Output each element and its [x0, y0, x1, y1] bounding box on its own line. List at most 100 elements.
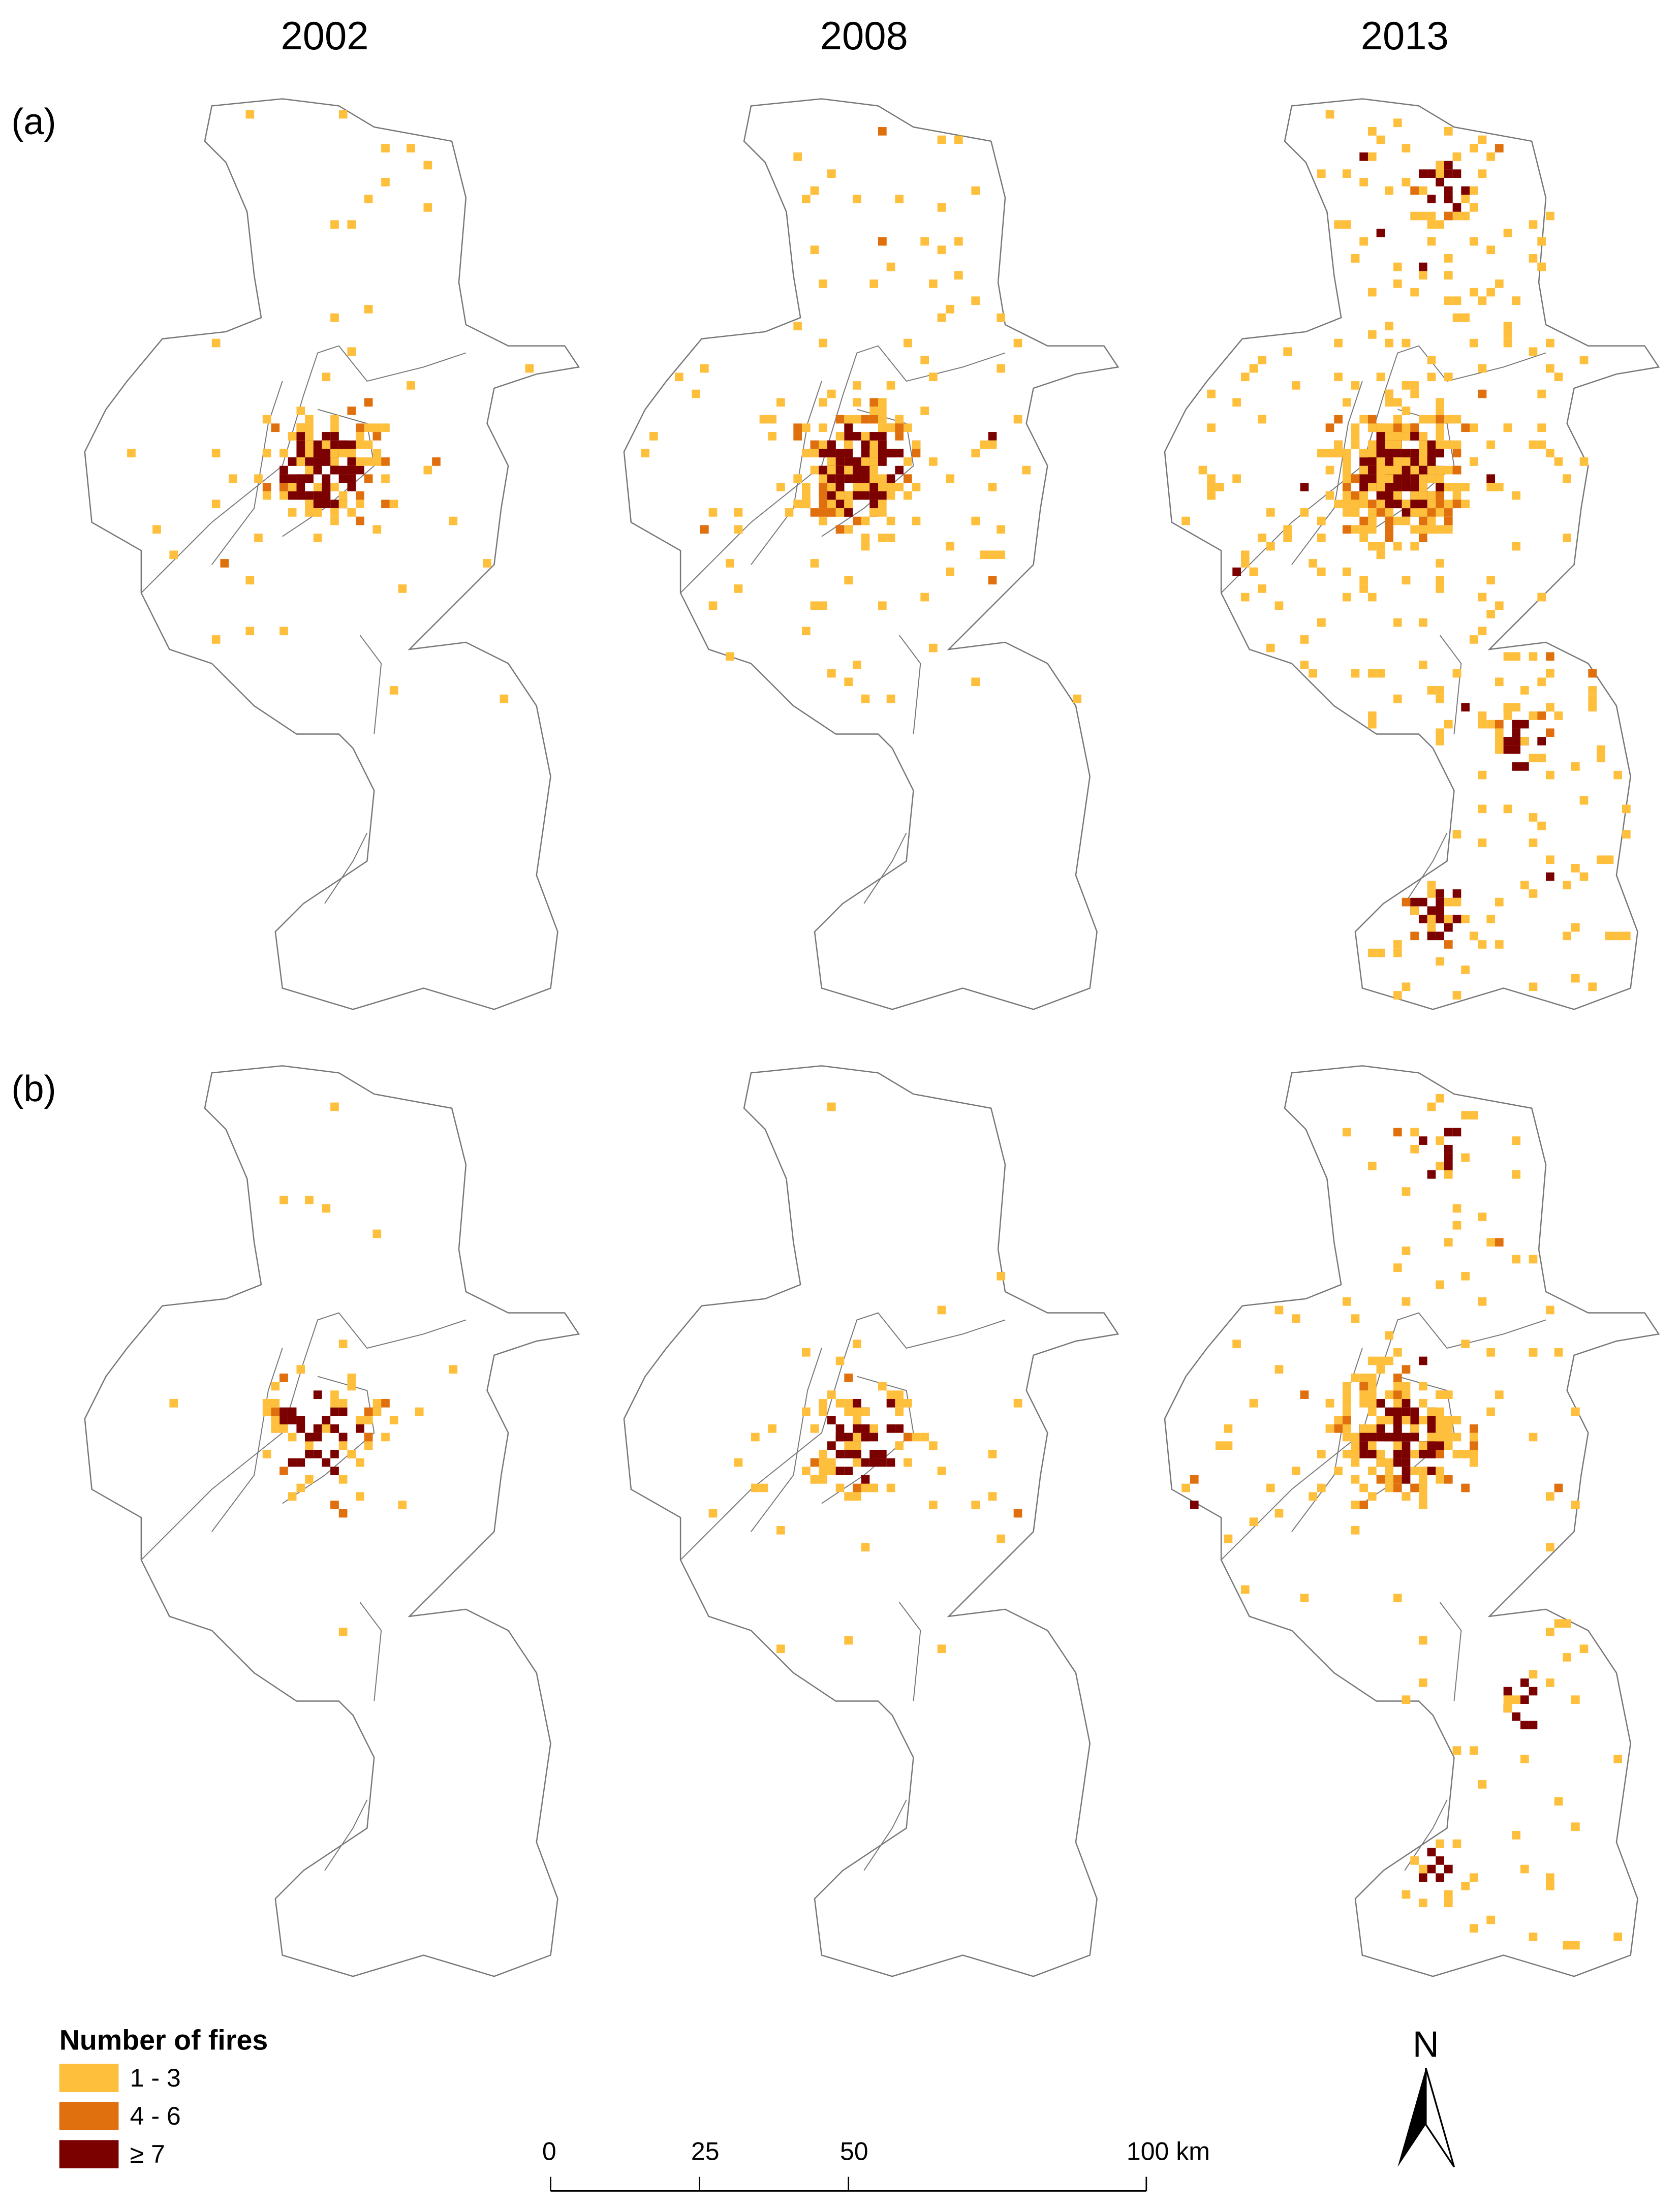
fire-cell — [869, 415, 879, 424]
fire-cell — [1436, 398, 1444, 407]
fire-cell — [1444, 440, 1453, 449]
fire-cell — [1376, 948, 1385, 957]
fire-cell — [449, 516, 458, 525]
fire-cell — [1469, 186, 1478, 195]
fire-cell — [1402, 1246, 1411, 1255]
fire-cell — [954, 237, 963, 246]
fire-cell — [878, 483, 887, 491]
map-panels — [84, 98, 1660, 1977]
fire-cell — [878, 1449, 887, 1458]
fire-cell — [895, 432, 904, 441]
fire-cell — [819, 449, 827, 458]
fire-cell — [1436, 584, 1444, 593]
fire-cell — [1444, 1433, 1453, 1442]
fire-cell — [1444, 1475, 1453, 1484]
fire-cell — [886, 694, 895, 703]
fire-cell — [1385, 474, 1393, 483]
fire-cell — [1300, 483, 1309, 491]
fire-cell — [1376, 229, 1385, 237]
fire-cell — [169, 1398, 178, 1408]
fire-cell — [330, 449, 339, 458]
fire-cell — [895, 483, 904, 491]
fire-cell — [853, 1416, 861, 1424]
fire-cell — [1444, 1424, 1453, 1433]
fire-cell — [279, 1416, 288, 1424]
fire-cell — [322, 440, 331, 449]
fire-cell — [254, 474, 263, 483]
fire-cell — [1402, 465, 1411, 475]
fire-cell — [1486, 245, 1495, 255]
fire-cell — [1359, 584, 1368, 593]
fire-cell — [1478, 296, 1487, 305]
fire-cell — [1402, 1492, 1411, 1501]
fire-cell — [971, 186, 980, 195]
fire-cell — [1418, 440, 1427, 449]
fire-cell — [1367, 669, 1377, 678]
fire-cell — [1545, 1305, 1554, 1315]
fire-cell — [288, 474, 297, 483]
fire-cell — [1385, 1390, 1393, 1399]
fire-cell — [1495, 728, 1504, 737]
fire-cell — [1207, 491, 1216, 500]
fire-cell — [1427, 686, 1436, 695]
fire-cell — [1427, 1441, 1436, 1450]
fire-cell — [1418, 1899, 1427, 1908]
fire-cell — [1520, 1864, 1529, 1874]
fire-cell — [1367, 1441, 1377, 1450]
fire-cell — [929, 457, 938, 466]
fire-cell — [904, 1433, 912, 1442]
fire-cell — [1224, 1534, 1233, 1543]
fire-cell — [305, 1449, 314, 1458]
fire-cell — [313, 534, 322, 542]
fire-cell — [853, 1458, 861, 1467]
map-panel — [84, 1065, 580, 1977]
fire-cell — [734, 584, 743, 593]
fire-cell — [776, 483, 785, 491]
fire-cell — [1240, 593, 1250, 602]
fire-cell — [1427, 516, 1436, 525]
fire-cell — [1529, 838, 1538, 847]
fire-cell — [1376, 449, 1385, 458]
fire-cell — [801, 449, 811, 458]
fire-cell — [296, 491, 305, 500]
fire-cell — [1436, 508, 1444, 517]
fire-cell — [819, 1458, 827, 1467]
fire-cell — [1367, 1424, 1377, 1433]
fire-cell — [827, 1390, 836, 1399]
fire-cell — [1563, 474, 1571, 483]
fire-cell — [1495, 144, 1504, 153]
fire-cell — [946, 305, 955, 314]
fire-cell — [785, 508, 794, 517]
fire-cell — [1402, 338, 1411, 348]
fire-cell — [296, 483, 305, 491]
fire-cell — [1351, 525, 1360, 534]
fire-cell — [1529, 347, 1538, 356]
fire-cell — [1461, 915, 1470, 923]
fire-cell — [1198, 465, 1207, 475]
fire-cell — [1393, 1398, 1402, 1408]
fire-cell — [305, 423, 314, 432]
fire-cell — [1427, 457, 1436, 466]
fire-cell — [1452, 1128, 1461, 1137]
fire-cell — [271, 1382, 280, 1391]
fire-cell — [398, 1501, 407, 1509]
fire-cell — [1469, 203, 1478, 212]
fire-cell — [1385, 1483, 1393, 1492]
fire-cell — [1436, 906, 1444, 915]
fire-cell — [819, 474, 827, 483]
fire-cell — [449, 1365, 458, 1374]
fire-cell — [1452, 483, 1461, 491]
fire-cell — [1579, 457, 1589, 466]
fire-cell — [853, 432, 861, 441]
fire-cell — [1452, 1839, 1461, 1848]
fire-cell — [1503, 652, 1512, 661]
fire-cell — [1367, 508, 1377, 517]
fire-cell — [878, 432, 887, 441]
fire-cell — [322, 1424, 331, 1433]
fire-cell — [1418, 1475, 1427, 1484]
fire-cell — [1503, 322, 1512, 331]
fire-cell — [1367, 542, 1377, 551]
fire-cell — [869, 483, 879, 491]
fire-cell — [1597, 745, 1605, 754]
region-outline — [84, 1065, 580, 1977]
